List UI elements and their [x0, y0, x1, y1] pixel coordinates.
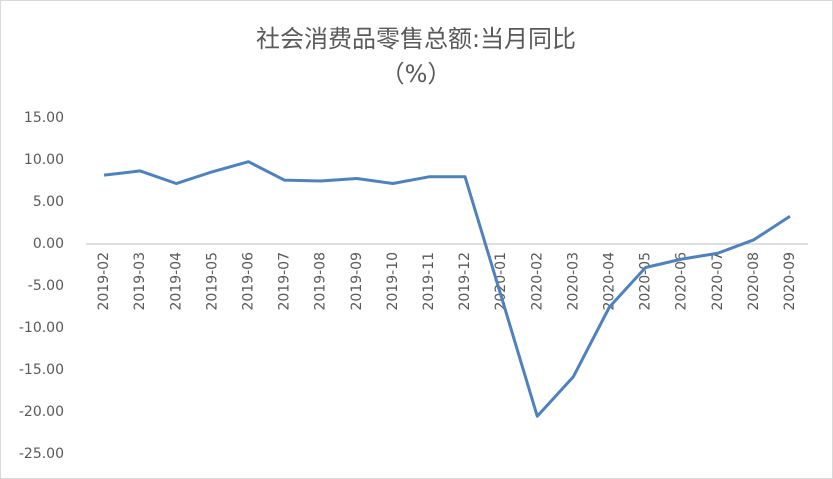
- x-tick-label: 2019-05: [204, 252, 220, 311]
- y-tick-label: 15.00: [24, 110, 64, 126]
- y-tick-label: -10.00: [19, 320, 64, 336]
- y-tick-label: -25.00: [19, 446, 64, 462]
- y-tick-label: 10.00: [24, 152, 64, 168]
- x-tick-label: 2020-05: [638, 252, 654, 311]
- chart-title: 社会消费品零售总额:当月同比: [256, 25, 576, 53]
- x-tick-label: 2019-10: [385, 252, 401, 311]
- x-tick-label: 2019-09: [349, 252, 365, 311]
- x-tick-label: 2020-08: [746, 252, 762, 311]
- x-tick-label: 2020-04: [601, 252, 617, 311]
- line: [103, 160, 791, 418]
- x-tick-label: 2019-02: [96, 252, 112, 311]
- x-tick-label: 2020-09: [782, 252, 798, 311]
- x-tick-label: 2020-06: [674, 252, 690, 311]
- x-tick-label: 2019-07: [277, 252, 293, 311]
- x-tick-label: 2019-04: [168, 252, 184, 311]
- x-tick-label: 2020-03: [565, 252, 581, 311]
- x-tick-label: 2019-08: [313, 252, 329, 311]
- x-tick-label: 2020-01: [493, 252, 509, 311]
- x-tick-label: 2019-12: [457, 252, 473, 311]
- x-tick-label: 2020-02: [529, 252, 545, 311]
- y-tick-label: 0.00: [33, 236, 64, 252]
- x-tick-label: 2019-11: [421, 252, 437, 311]
- x-tick-label: 2019-06: [240, 252, 256, 311]
- x-tick-label: 2020-07: [710, 252, 726, 311]
- y-tick-label: 5.00: [33, 194, 64, 210]
- chart-subtitle: （%）: [381, 60, 452, 88]
- y-tick-label: -15.00: [19, 362, 64, 378]
- y-tick-label: -5.00: [28, 278, 64, 294]
- x-tick-label: 2019-03: [132, 252, 148, 311]
- y-tick-label: -20.00: [19, 404, 64, 420]
